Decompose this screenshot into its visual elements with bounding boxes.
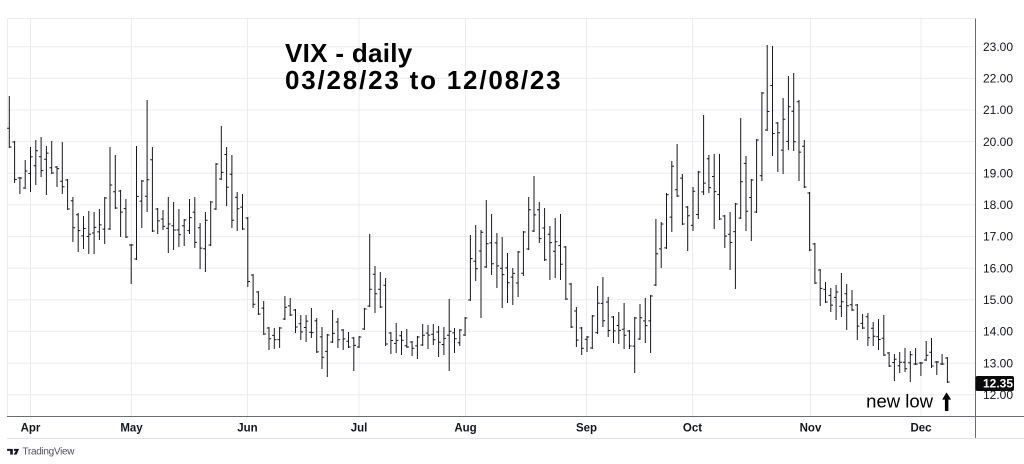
svg-text:21.00: 21.00: [983, 103, 1013, 117]
svg-text:Aug: Aug: [454, 423, 476, 435]
svg-text:Dec: Dec: [910, 423, 932, 435]
svg-text:18.00: 18.00: [983, 198, 1013, 212]
svg-text:Apr: Apr: [21, 423, 41, 435]
svg-text:16.00: 16.00: [983, 261, 1013, 275]
svg-text:May: May: [120, 423, 143, 435]
svg-text:20.00: 20.00: [983, 135, 1013, 149]
svg-text:Oct: Oct: [683, 423, 702, 435]
svg-text:Sep: Sep: [576, 423, 597, 435]
svg-text:Jun: Jun: [237, 423, 257, 435]
svg-text:17.00: 17.00: [983, 230, 1013, 244]
svg-text:03/28/23 to 12/08/23: 03/28/23 to 12/08/23: [285, 65, 562, 95]
svg-text:22.00: 22.00: [983, 72, 1013, 86]
svg-text:15.00: 15.00: [983, 293, 1013, 307]
svg-text:new low: new low: [866, 391, 933, 412]
svg-text:Jul: Jul: [351, 423, 368, 435]
svg-text:19.00: 19.00: [983, 167, 1013, 181]
svg-text:TradingView: TradingView: [23, 447, 76, 458]
svg-text:13.00: 13.00: [983, 356, 1013, 370]
svg-text:14.00: 14.00: [983, 325, 1013, 339]
svg-text:23.00: 23.00: [983, 40, 1013, 54]
svg-text:12.00: 12.00: [983, 388, 1013, 402]
svg-text:VIX - daily: VIX - daily: [285, 38, 413, 68]
svg-text:Nov: Nov: [800, 423, 822, 435]
svg-text:12.35: 12.35: [983, 377, 1013, 391]
